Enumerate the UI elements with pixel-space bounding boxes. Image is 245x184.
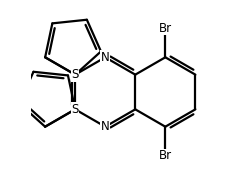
Text: S: S (72, 68, 79, 81)
Text: N: N (101, 51, 110, 64)
Text: Br: Br (159, 22, 172, 35)
Text: S: S (72, 103, 79, 116)
Text: Br: Br (159, 149, 172, 162)
Text: N: N (101, 120, 110, 133)
